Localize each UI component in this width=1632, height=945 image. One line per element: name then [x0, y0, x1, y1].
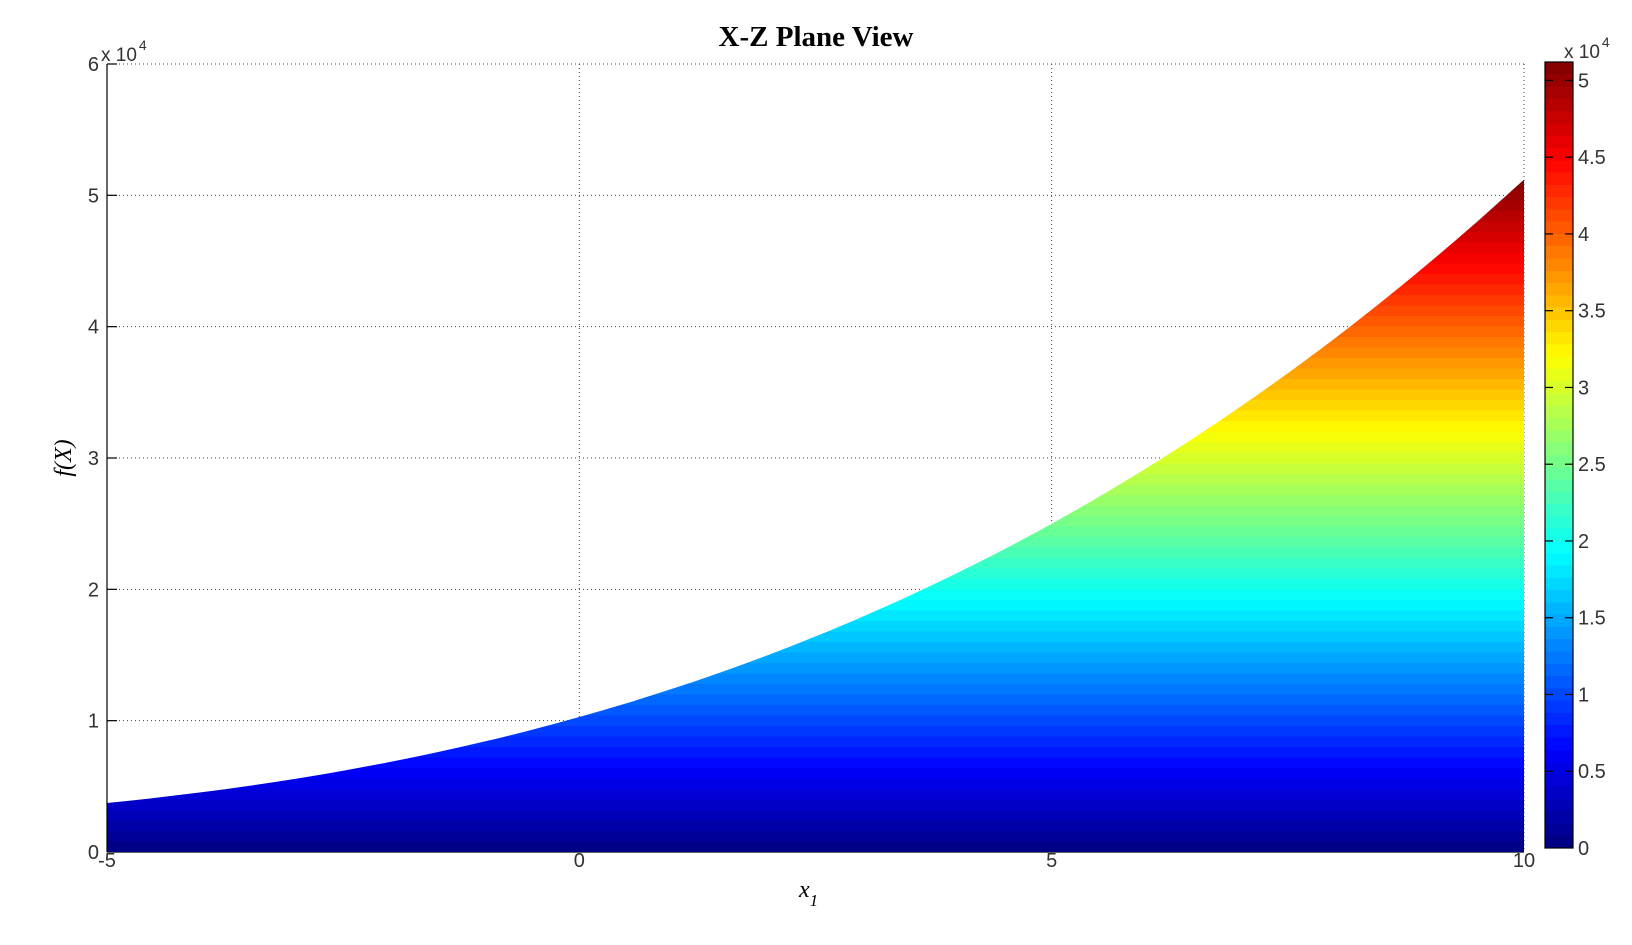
x-tick-label: -5 — [98, 850, 116, 872]
y-axis — [106, 63, 117, 852]
colorbar: 0 0.5 1 1.5 2 2.5 3 3.5 4 4.5 5 — [1544, 61, 1606, 860]
colorbar-multiplier: x 10 4 — [1564, 34, 1610, 63]
y-tick-label: 6 — [88, 54, 99, 76]
y-tick-label: 4 — [88, 317, 99, 339]
x-axis-label-base: x — [798, 877, 810, 903]
y-axis-multiplier: x 10 4 — [101, 37, 147, 66]
x-tick-label: 10 — [1513, 850, 1535, 872]
colorbar-tick-label: 4.5 — [1578, 147, 1606, 169]
surface-region — [107, 179, 1524, 853]
colorbar-tick-label: 2.5 — [1578, 454, 1606, 476]
colorbar-tick-label: 3.5 — [1578, 301, 1606, 323]
y-tick-label: 1 — [88, 711, 99, 733]
y-tick-label: 5 — [88, 185, 99, 207]
colorbar-tick-label: 1.5 — [1578, 608, 1606, 630]
plot-title: X-Z Plane View — [719, 21, 914, 53]
y-axis-multiplier-exponent: 4 — [139, 37, 147, 53]
x-axis-label-subscript: 1 — [810, 891, 819, 910]
y-tick-label: 0 — [88, 842, 99, 864]
colorbar-border — [1544, 61, 1574, 849]
colorbar-tick-label: 0.5 — [1578, 761, 1606, 783]
colorbar-tick-label: 0 — [1578, 838, 1589, 860]
colorbar-tick-label: 2 — [1578, 531, 1589, 553]
y-tick-label: 2 — [88, 579, 99, 601]
y-axis-multiplier-base: x 10 — [101, 45, 137, 66]
colorbar-tick-label: 5 — [1578, 70, 1589, 92]
colorbar-multiplier-exponent: 4 — [1602, 34, 1610, 50]
x-axis-label: x1 — [798, 877, 818, 910]
colorbar-tick-label: 4 — [1578, 224, 1589, 246]
x-tick-label: 0 — [574, 850, 585, 872]
colorbar-gradient — [1545, 62, 1573, 848]
x-tick-label: 5 — [1046, 850, 1057, 872]
y-tick-label: 3 — [88, 448, 99, 470]
y-axis-label: f(X) — [51, 439, 77, 476]
colorbar-tick-label: 1 — [1578, 684, 1589, 706]
colorbar-multiplier-base: x 10 — [1564, 42, 1600, 63]
colorbar-tick-label: 3 — [1578, 377, 1589, 399]
